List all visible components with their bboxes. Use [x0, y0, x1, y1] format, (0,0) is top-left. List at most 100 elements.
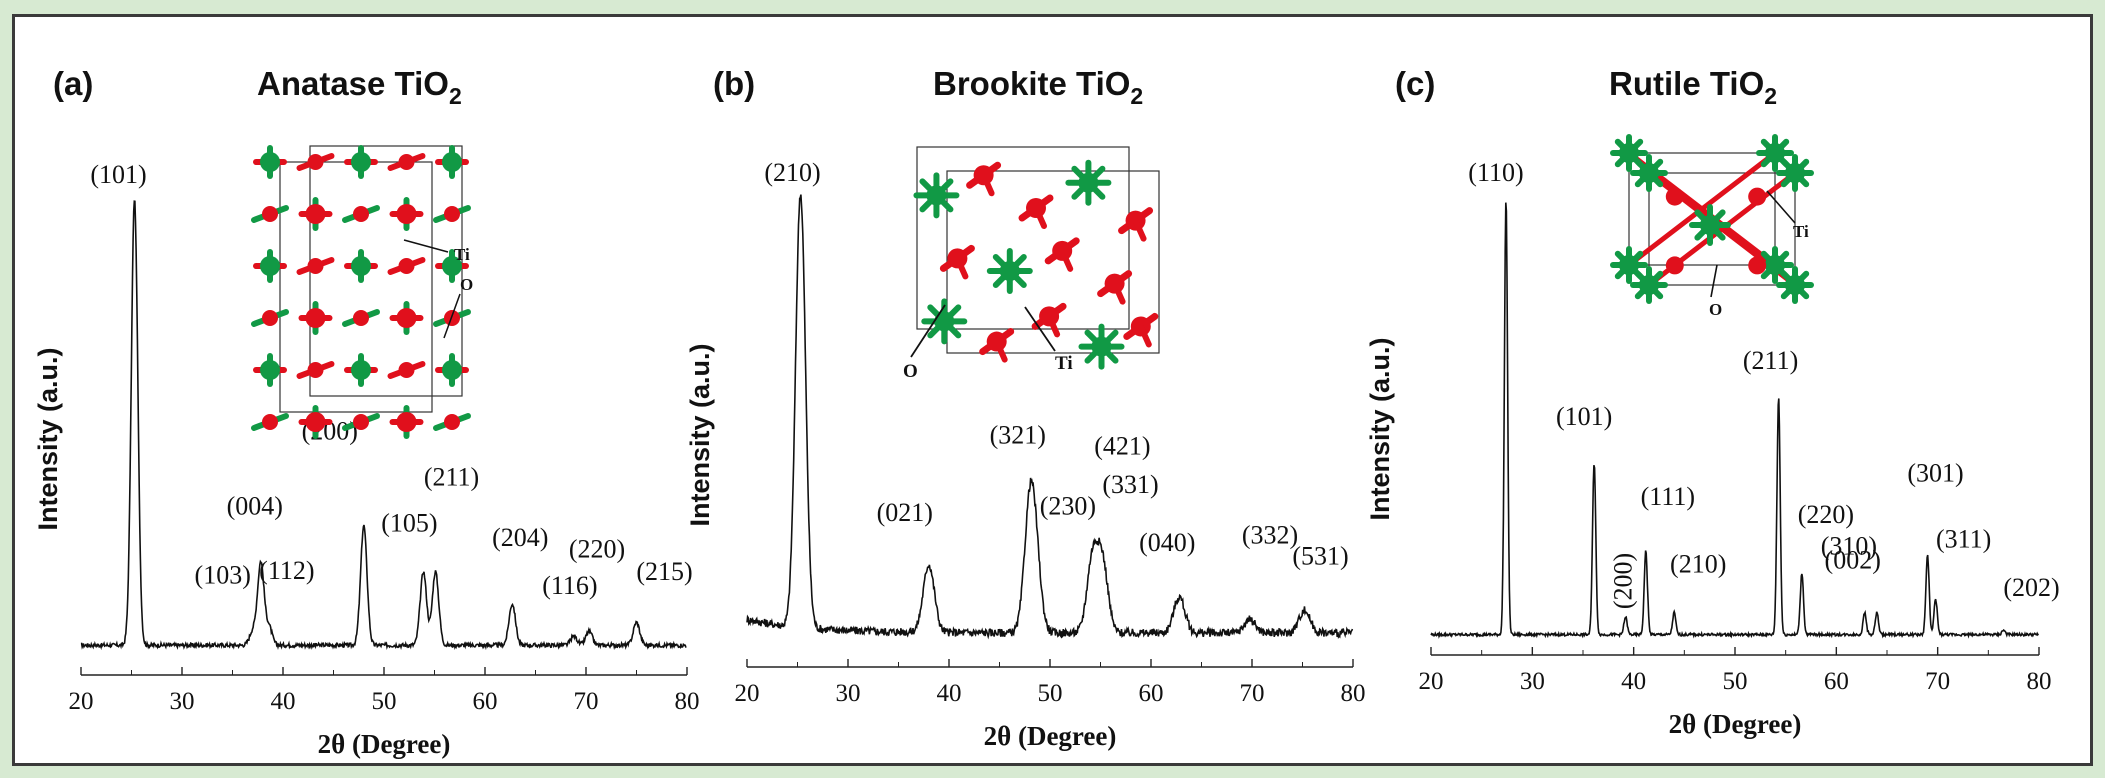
ti-atom	[1785, 163, 1805, 183]
x-tick-label: 30	[170, 688, 195, 715]
x-tick-label: 40	[271, 688, 296, 715]
x-axis-label: 2θ (Degree)	[1669, 709, 1802, 739]
peak-label: (200)	[1609, 553, 1638, 609]
peak-label: (211)	[424, 463, 479, 492]
ti-atom	[926, 185, 947, 206]
bond	[954, 255, 969, 280]
o-atom	[444, 414, 460, 430]
x-axis-label: 2θ (Degree)	[318, 729, 451, 759]
o-label: O	[460, 275, 473, 294]
bond	[993, 338, 1008, 363]
o-atom	[262, 310, 278, 326]
x-tick-label: 70	[1240, 680, 1265, 707]
diffraction-trace	[80, 200, 687, 651]
xrd-figure: 20 30 40 50 60 70 80 2θ (Degree) Intensity (a.u.…	[33, 65, 2060, 759]
x-tick-label: 60	[1139, 680, 1164, 707]
x-tick-label: 60	[1824, 668, 1849, 695]
ti-atom	[1639, 275, 1659, 295]
chart-panel-1: 20 30 40 50 60 70 80 2θ (Degree) Intensity (a.u.…	[33, 65, 700, 759]
o-atom	[1748, 187, 1767, 206]
x-tick-label: 60	[473, 688, 498, 715]
x-tick-label: 80	[2027, 668, 2052, 695]
atom	[305, 308, 326, 328]
peak-label: (116)	[542, 571, 597, 600]
atom	[396, 204, 417, 224]
peak-label: (111)	[1641, 482, 1695, 511]
peak-label: (220)	[1798, 500, 1854, 529]
ti-atom	[1091, 336, 1112, 357]
x-tick-label: 80	[1341, 680, 1366, 707]
x-tick-label: 50	[1723, 668, 1748, 695]
chart-title-subscript: 2	[449, 83, 462, 109]
chart-title-main: Rutile TiO	[1609, 65, 1764, 102]
ti-atom	[1700, 215, 1720, 235]
o-atom	[353, 310, 369, 326]
chart-title-subscript: 2	[1130, 83, 1143, 109]
unit-cell-edge	[1648, 172, 1796, 286]
bond	[1137, 323, 1152, 348]
ti-atom	[1765, 143, 1785, 163]
peak-label: (210)	[764, 158, 820, 187]
chart-title-main: Anatase TiO	[257, 65, 449, 102]
ti-atom	[1639, 163, 1659, 183]
peak-label: (204)	[492, 523, 548, 552]
atom	[305, 412, 326, 432]
y-axis-label: Intensity (a.u.)	[685, 343, 715, 526]
peak-label: (101)	[1556, 402, 1612, 431]
peak-label: (220)	[569, 534, 625, 563]
ti-atom	[999, 261, 1020, 281]
chart-title-subscript: 2	[1764, 83, 1777, 109]
chart-title: Anatase TiO2	[257, 65, 462, 109]
atom	[305, 204, 326, 224]
bond	[1132, 217, 1147, 242]
o-atom	[307, 258, 324, 274]
x-tick-label: 30	[1520, 668, 1545, 695]
ti-pointer	[1024, 306, 1056, 352]
peak-label: (331)	[1102, 470, 1158, 499]
bond	[1059, 247, 1074, 272]
peak-label: (310)	[1821, 532, 1877, 561]
peak-label: (230)	[1040, 492, 1096, 521]
unit-cell-edge	[309, 145, 463, 397]
bond	[1626, 150, 1778, 268]
x-tick-label: 80	[675, 688, 700, 715]
chart-panel-2: 20 30 40 50 60 70 80 2θ (Degree) Intensity (a.u.…	[685, 65, 1366, 751]
ti-label: Ti	[1055, 353, 1073, 374]
unit-cell-edge	[1628, 152, 1776, 266]
o-pointer	[910, 304, 946, 358]
chart-title-main: Brookite TiO	[933, 65, 1130, 102]
o-atom	[398, 258, 415, 274]
atom	[351, 256, 371, 276]
figure-frame: 20 30 40 50 60 70 80 2θ (Degree) Intensity (a.u.…	[12, 14, 2093, 766]
chart-panel-3: 20 30 40 50 60 70 80 2θ (Degree) Intensity (a.u.…	[1365, 65, 2060, 739]
peak-label: (215)	[636, 557, 692, 586]
y-axis-label: Intensity (a.u.)	[33, 347, 63, 530]
atom	[351, 152, 371, 172]
x-tick-label: 20	[735, 680, 760, 707]
atom	[442, 360, 462, 380]
peak-label: (103)	[195, 560, 251, 589]
peak-label: (210)	[1670, 550, 1726, 579]
x-tick-label: 70	[574, 688, 599, 715]
x-tick-label: 70	[1925, 668, 1950, 695]
ti-atom	[1765, 255, 1785, 275]
y-axis-label: Intensity (a.u.)	[1365, 337, 1395, 520]
peak-label: (311)	[1936, 524, 1991, 553]
peak-label: (004)	[227, 491, 283, 520]
crystal-structure-inset: O Ti	[903, 146, 1160, 382]
panel-label: (a)	[53, 65, 93, 102]
o-atom	[353, 206, 369, 222]
peak-label: (211)	[1743, 346, 1798, 375]
atom	[260, 256, 280, 276]
x-tick-label: 50	[372, 688, 397, 715]
peak-label: (101)	[90, 160, 146, 189]
ti-atom	[1785, 275, 1805, 295]
atom	[260, 152, 280, 172]
o-atom	[262, 206, 278, 222]
o-atom	[1665, 187, 1684, 206]
x-tick-label: 20	[69, 688, 94, 715]
o-atom	[307, 154, 324, 170]
ti-atom	[1619, 143, 1639, 163]
atom	[442, 152, 462, 172]
atom	[351, 360, 371, 380]
